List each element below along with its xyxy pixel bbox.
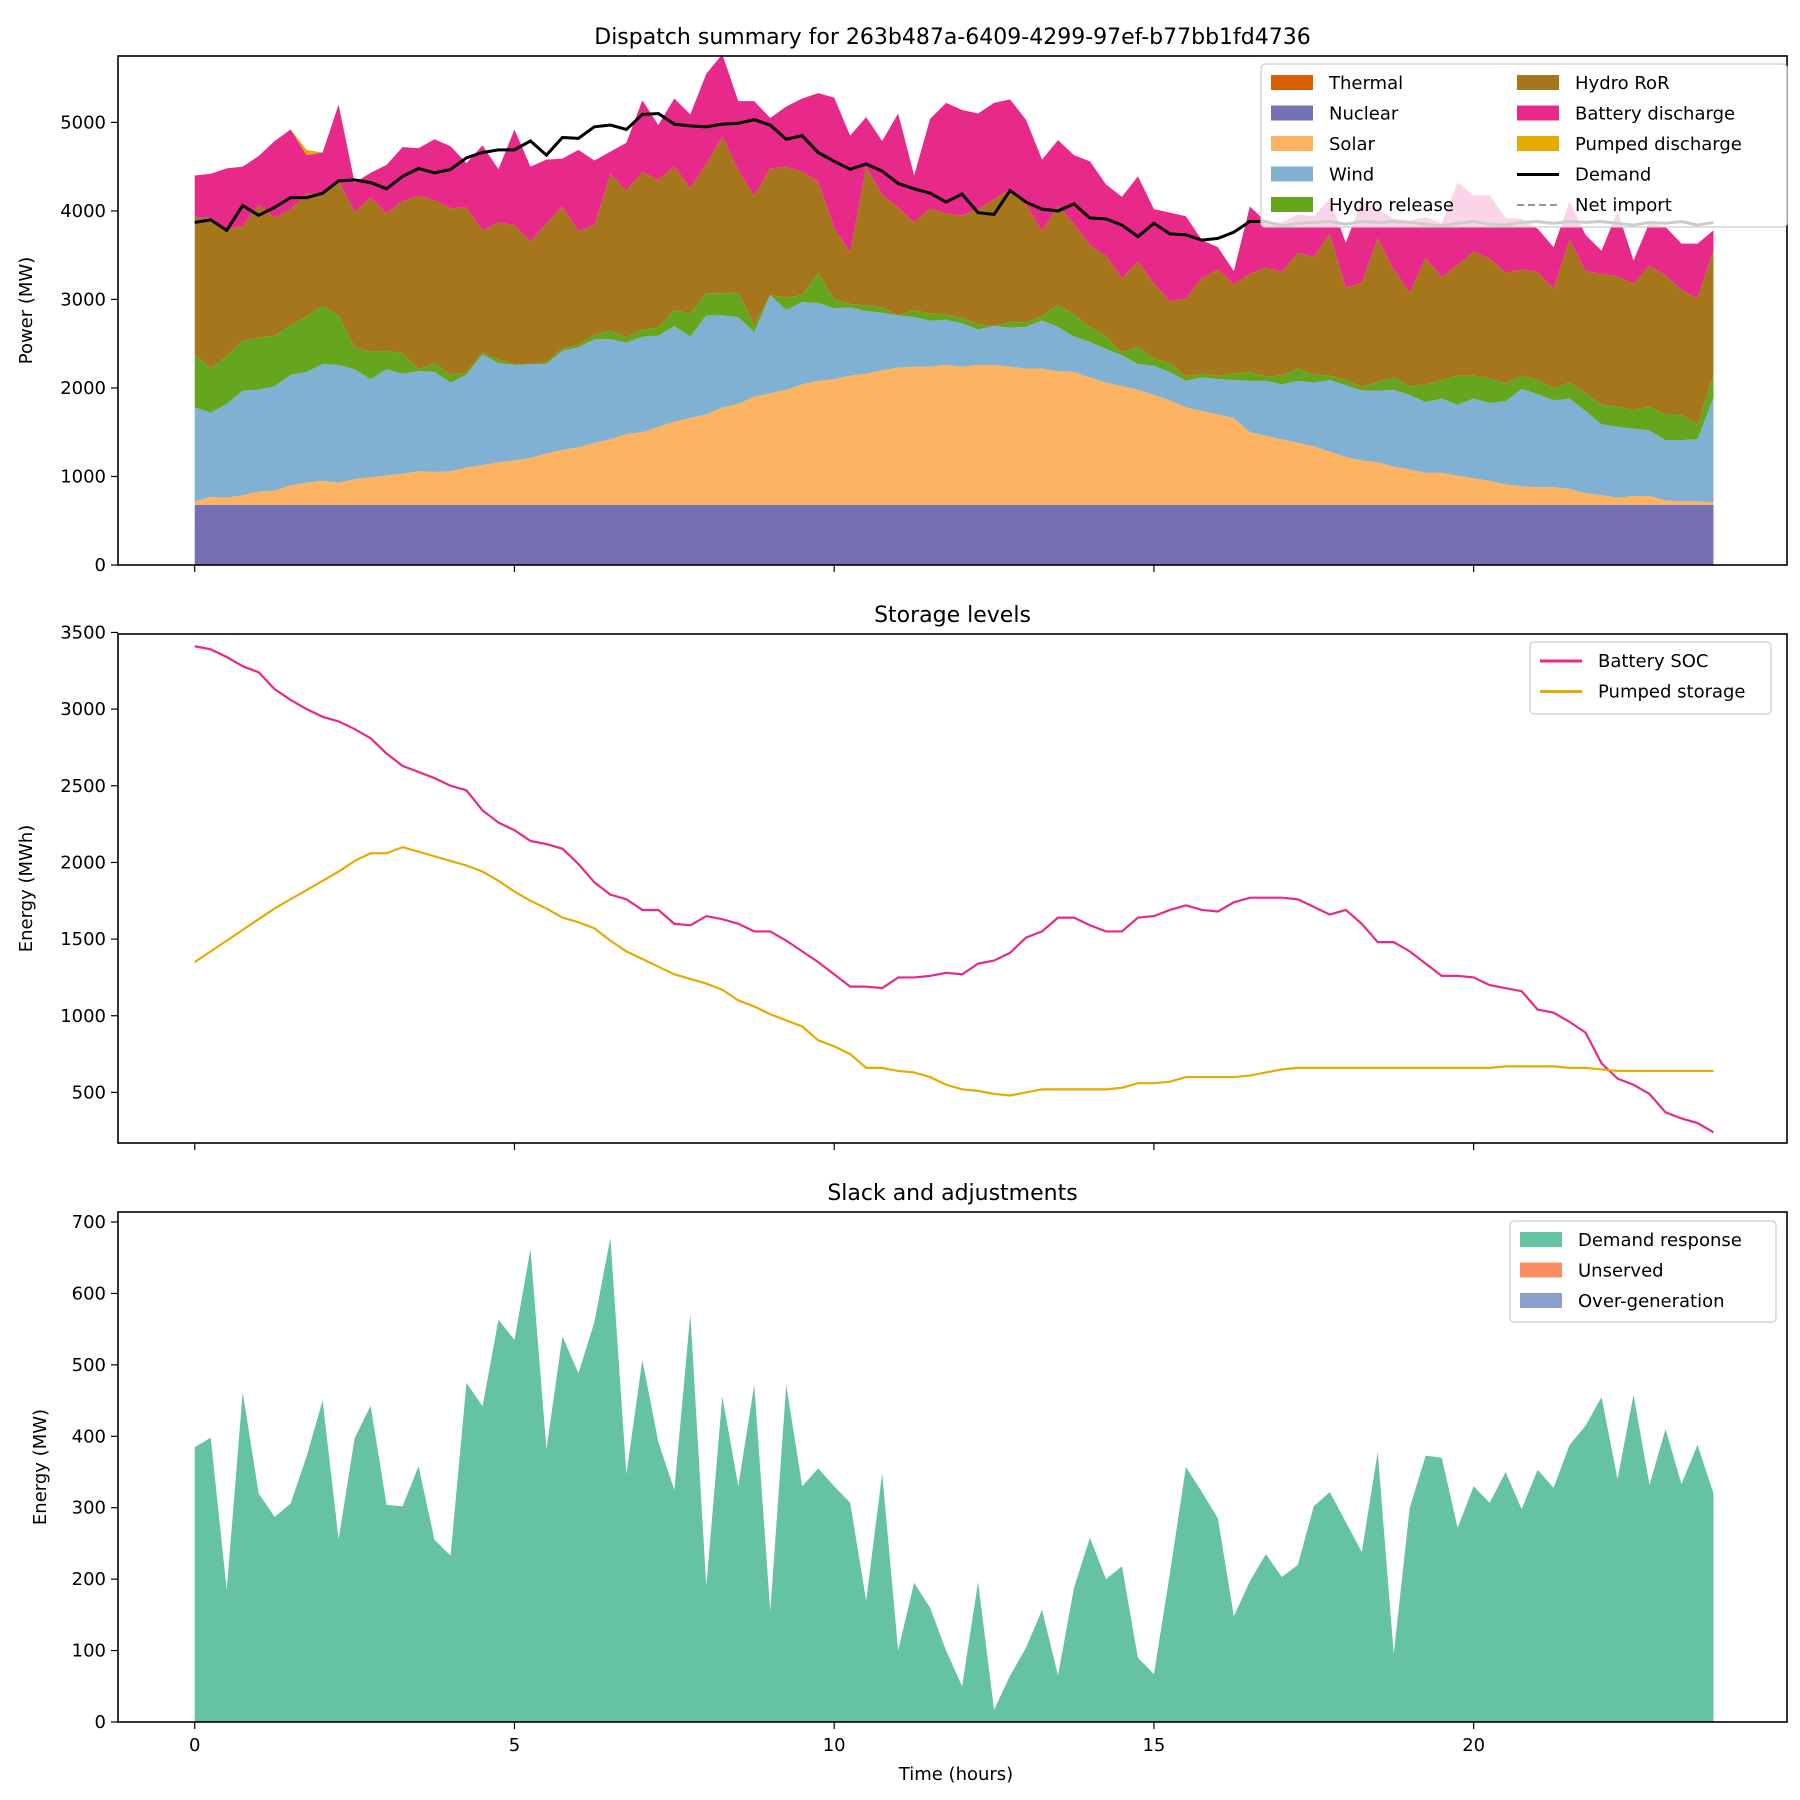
y-tick-label: 100 <box>72 1641 106 1662</box>
legend-label-net-import: Net import <box>1575 195 1672 216</box>
y-tick-label: 3000 <box>60 699 106 720</box>
legend-box <box>1529 641 1772 715</box>
axes-frame <box>117 1211 1788 1723</box>
y-tick-label: 2000 <box>60 852 106 873</box>
plot-area <box>194 645 1715 1134</box>
legend-label-battery-soc: Battery SOC <box>1598 651 1709 672</box>
y-axis-label: Energy (MW) <box>30 1409 51 1525</box>
line-battery-soc <box>194 645 1715 1134</box>
legend-label-wind: Wind <box>1329 165 1374 186</box>
area-demand-response <box>194 1237 1714 1722</box>
plot-area <box>194 1237 1714 1722</box>
legend-swatch-nuclear <box>1271 105 1313 121</box>
legend-label-pumped-storage: Pumped storage <box>1598 682 1746 703</box>
y-tick-label: 700 <box>72 1212 106 1233</box>
legend-swatch-wind <box>1271 166 1313 182</box>
legend-label-hydro-release: Hydro release <box>1329 195 1454 216</box>
dispatch-panel: Dispatch summary for 263b487a-6409-4299-… <box>16 25 1788 576</box>
legend-label-unserved: Unserved <box>1578 1261 1664 1282</box>
y-tick-label: 500 <box>72 1082 106 1103</box>
y-tick-label: 3000 <box>60 289 106 310</box>
line-pumped-storage <box>194 845 1714 1097</box>
x-tick-label: 15 <box>1142 1735 1165 1756</box>
storage-panel: Storage levels 500 1000 1500 2000 2500 3000 350… <box>16 603 1788 1150</box>
axes-frame <box>117 55 1788 566</box>
legend-box <box>1509 1220 1777 1323</box>
area-solar <box>194 364 1714 505</box>
area-nuclear <box>194 504 1714 565</box>
y-tick-label: 2000 <box>60 378 106 399</box>
y-tick-label: 600 <box>72 1283 106 1304</box>
legend-swatch-over-generation <box>1520 1293 1562 1308</box>
legend: Thermal Nuclear Solar Wind Hydro release Hydr… <box>1260 63 1788 228</box>
y-tick-label: 1500 <box>60 929 106 950</box>
y-tick-label: 1000 <box>60 1006 106 1027</box>
y-tick-label: 5000 <box>60 112 106 133</box>
legend-swatch-pumped-discharge <box>1517 136 1559 151</box>
y-tick-label: 0 <box>95 555 106 576</box>
y-axis-label: Energy (MWh) <box>16 825 37 953</box>
legend-label-demand: Demand <box>1575 165 1651 186</box>
y-tick-label: 1000 <box>60 466 106 487</box>
legend-swatch-solar <box>1271 136 1313 151</box>
legend-swatch-thermal <box>1271 75 1313 90</box>
legend-swatch-hydro-ror <box>1517 75 1559 90</box>
y-tick-label: 200 <box>72 1569 106 1590</box>
x-axis-label: Time (hours) <box>898 1764 1013 1785</box>
legend-label-battery-discharge: Battery discharge <box>1575 104 1735 125</box>
axes-frame <box>117 633 1788 1144</box>
legend-swatch-demand-response <box>1520 1232 1562 1247</box>
panel-title: Storage levels <box>874 603 1031 628</box>
y-tick-label: 0 <box>95 1712 106 1733</box>
legend-swatch-battery-discharge <box>1517 105 1559 121</box>
x-tick-label: 0 <box>189 1735 200 1756</box>
legend-label-hydro-ror: Hydro RoR <box>1575 73 1670 94</box>
legend-swatch-unserved <box>1520 1262 1562 1278</box>
y-axis-label: Power (MW) <box>16 257 37 365</box>
legend-label-thermal: Thermal <box>1328 73 1403 94</box>
x-tick-label: 5 <box>509 1735 520 1756</box>
area-hydro-ror <box>194 136 1714 426</box>
area-wind <box>194 295 1714 503</box>
y-tick-label: 4000 <box>60 201 106 222</box>
y-tick-label: 2500 <box>60 776 106 797</box>
legend-swatch-hydro-release <box>1271 197 1313 212</box>
legend-label-nuclear: Nuclear <box>1329 104 1399 125</box>
y-tick-label: 300 <box>72 1498 106 1519</box>
y-tick-label: 3500 <box>60 622 106 643</box>
y-tick-label: 400 <box>72 1426 106 1447</box>
panel-title: Slack and adjustments <box>827 1181 1077 1206</box>
panel-title: Dispatch summary for 263b487a-6409-4299-… <box>594 25 1310 50</box>
y-tick-label: 500 <box>72 1355 106 1376</box>
legend: Demand response Unserved Over-generation <box>1509 1220 1777 1323</box>
legend-label-over-generation: Over-generation <box>1578 1291 1725 1312</box>
legend-label-demand-response: Demand response <box>1578 1230 1742 1251</box>
legend-label-solar: Solar <box>1329 134 1375 155</box>
area-battery-discharge <box>194 56 1714 302</box>
x-tick-label: 20 <box>1462 1735 1485 1756</box>
legend-label-pumped-discharge: Pumped discharge <box>1575 134 1742 155</box>
legend: Battery SOC Pumped storage <box>1529 641 1772 715</box>
x-tick-label: 10 <box>823 1735 846 1756</box>
